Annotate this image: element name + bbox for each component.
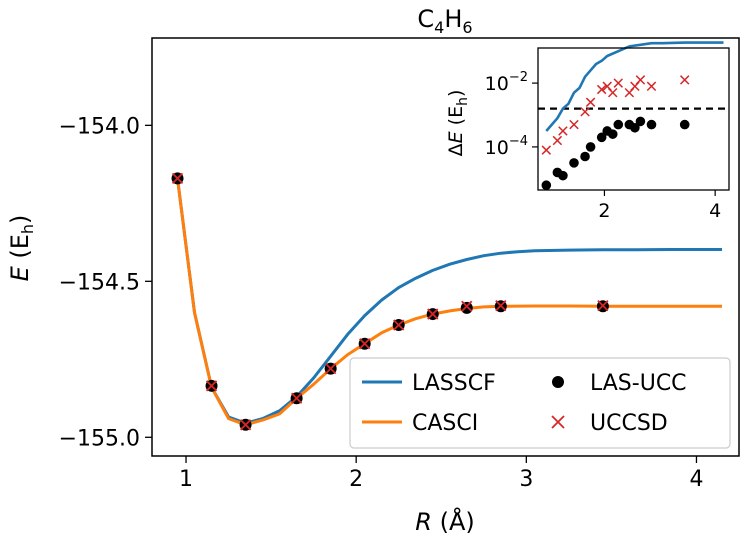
point-uccsd <box>325 363 337 375</box>
inset-point-uccsd-casci <box>541 145 552 155</box>
inset-point-uccsd-casci <box>585 97 596 107</box>
inset-y-var: E <box>445 131 467 143</box>
inset-background <box>538 48 729 190</box>
inset-point-las-ucc-casci <box>635 116 646 127</box>
point-uccsd <box>290 392 303 404</box>
inset-axes-frame <box>537 47 730 191</box>
y-axis-unit-close: ) <box>6 215 34 224</box>
inset-y-unit-open: (E <box>445 106 467 131</box>
inset-y-tick-label: 10−2 <box>485 70 528 95</box>
inset-point-uccsd-casci <box>580 107 590 117</box>
title-h: H <box>444 5 462 33</box>
inset-point-uccsd-casci <box>569 119 579 130</box>
point-uccsd <box>171 172 184 185</box>
title-c: C <box>417 5 434 33</box>
inset-point-las-ucc-casci <box>679 119 690 130</box>
point-uccsd <box>495 300 507 312</box>
x-tick-label: 1 <box>179 467 193 492</box>
inset-line-lasscf-casci <box>545 41 724 132</box>
inset-point-las-ucc-casci <box>580 151 590 162</box>
inset-y-prefix: Δ <box>445 143 467 156</box>
inset-point-uccsd-casci <box>608 87 618 98</box>
inset-point-uccsd-casci <box>679 75 690 85</box>
inset-point-uccsd-casci <box>646 81 657 92</box>
inset-point-las-ucc-casci <box>646 119 657 130</box>
x-axis-var: R <box>415 508 432 536</box>
inset-point-las-ucc-casci <box>630 122 640 133</box>
inset-x-tick-label: 4 <box>709 200 721 222</box>
inset-point-las-ucc-casci <box>607 129 618 139</box>
x-tick-label: 3 <box>519 467 533 492</box>
point-uccsd <box>205 380 218 392</box>
point-uccsd <box>393 319 405 331</box>
y-axis-unit-sub: h <box>18 224 37 234</box>
title-c-sub: 4 <box>434 18 444 37</box>
legend-box <box>349 357 731 449</box>
inset-point-uccsd-casci <box>635 75 646 85</box>
point-uccsd <box>597 300 609 312</box>
legend-label-uccsd: UCCSD <box>590 411 668 436</box>
main-ticks: 1 2 3 4 −154.0 −154.5 −155.0 <box>59 114 704 492</box>
inset-ticks: 2 4 10−2 10−4 <box>485 70 722 222</box>
legend: LASSCF CASCI LAS-UCC UCCSD <box>349 357 731 449</box>
inset-point-las-ucc-casci <box>613 119 624 130</box>
legend-label-lasscf: LASSCF <box>412 371 496 396</box>
point-las-ucc <box>460 301 473 314</box>
inset-x-tick-label: 2 <box>598 200 610 222</box>
y-axis-title: E (Eh) <box>6 215 37 282</box>
y-axis-var: E <box>6 265 34 281</box>
inset-point-uccsd-casci <box>613 78 624 88</box>
legend-label-casci: CASCI <box>412 411 478 436</box>
point-uccsd <box>427 308 439 320</box>
chart-title: C4H6 <box>417 5 472 37</box>
y-tick-label: −155.0 <box>59 426 140 451</box>
inset-point-las-ucc-casci <box>541 180 552 191</box>
inset-point-uccsd-casci <box>558 126 568 136</box>
inset-point-uccsd-casci <box>596 84 607 95</box>
legend-swatch-uccsd <box>551 415 565 429</box>
point-uccsd <box>461 300 473 312</box>
inset-point-las-ucc-casci <box>596 132 607 143</box>
inset-series <box>538 41 729 191</box>
legend-label-las-ucc: LAS-UCC <box>590 371 687 396</box>
y-tick-label: −154.5 <box>59 270 140 295</box>
inset-point-las-ucc-casci <box>569 158 579 168</box>
x-axis-title: R (Å) <box>415 507 474 536</box>
main-series <box>171 172 722 431</box>
inset-y-tick-label: 10−4 <box>485 134 528 159</box>
inset-point-uccsd-casci <box>552 135 563 146</box>
main-axes-frame <box>151 37 740 457</box>
x-tick-label: 4 <box>689 467 703 492</box>
inset-y-unit-close: ) <box>445 90 467 97</box>
series-line-lasscf <box>176 178 722 425</box>
point-uccsd <box>239 419 252 431</box>
y-axis-unit-open: (E <box>6 234 34 266</box>
legend-swatch-las-ucc <box>552 376 564 388</box>
inset-point-las-ucc-casci <box>585 142 596 152</box>
title-h-sub: 6 <box>462 18 472 37</box>
inset-y-axis-title: ΔE (Eh) <box>445 90 471 157</box>
point-uccsd <box>359 338 371 350</box>
y-tick-label: −154.0 <box>59 114 140 139</box>
x-tick-label: 2 <box>349 467 363 492</box>
inset-y-unit-sub: h <box>455 97 471 106</box>
x-axis-unit: (Å) <box>432 507 475 536</box>
inset-point-las-ucc-casci <box>558 170 568 181</box>
